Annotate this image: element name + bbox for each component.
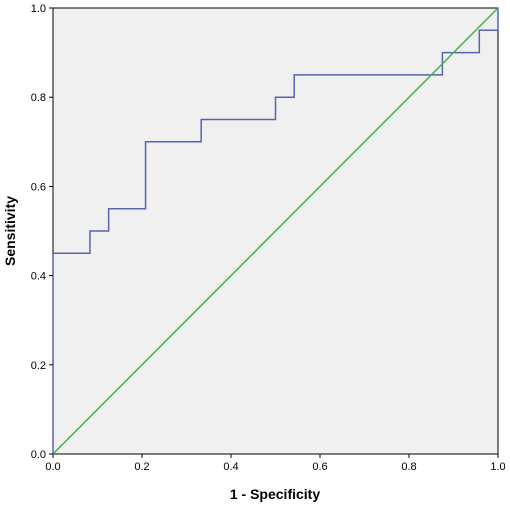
y-axis-title: Sensitivity [2, 196, 18, 266]
x-tick-label: 0.6 [312, 461, 327, 473]
x-tick-label: 0.8 [401, 461, 416, 473]
x-tick-label: 0.4 [223, 461, 238, 473]
series-layer [52, 7, 499, 455]
roc-curve-line [52, 8, 499, 454]
x-tick-label: 1.0 [490, 461, 505, 473]
y-tick-label: 1.0 [31, 3, 46, 15]
x-axis-title: 1 - Specificity [230, 486, 320, 502]
y-axis-ticks: 0.0 0.2 0.4 0.6 0.8 1.0 [31, 3, 53, 461]
x-axis-ticks: 0.0 0.2 0.4 0.6 0.8 1.0 [45, 454, 506, 473]
y-tick-label: 0.8 [31, 92, 46, 104]
x-tick-label: 0.0 [45, 461, 60, 473]
y-tick-label: 0.0 [31, 449, 46, 461]
y-tick-label: 0.4 [31, 271, 46, 283]
reference-diagonal-line [52, 7, 499, 455]
y-tick-label: 0.6 [31, 181, 46, 193]
y-tick-label: 0.2 [31, 360, 46, 372]
x-tick-label: 0.2 [134, 461, 149, 473]
